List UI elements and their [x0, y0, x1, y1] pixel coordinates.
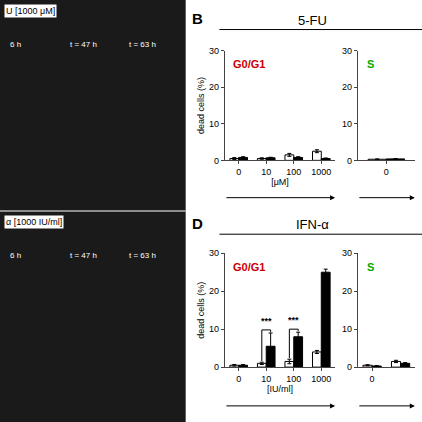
svg-text:1000: 1000: [311, 167, 331, 177]
svg-text:10: 10: [342, 119, 352, 129]
svg-text:20: 20: [209, 286, 219, 296]
svg-text:30: 30: [209, 46, 219, 56]
svg-text:t = 63 h: t = 63 h: [129, 40, 156, 49]
svg-text:[μM]: [μM]: [271, 177, 289, 187]
svg-text:20: 20: [342, 82, 352, 92]
svg-text:0: 0: [347, 362, 352, 372]
svg-text:20: 20: [209, 82, 219, 92]
svg-text:***: ***: [288, 315, 299, 325]
svg-text:IFN-α: IFN-α: [296, 217, 329, 232]
svg-text:100: 100: [286, 167, 301, 177]
svg-text:0: 0: [370, 374, 375, 384]
svg-text:0: 0: [384, 167, 389, 177]
svg-text:100: 100: [286, 374, 301, 384]
svg-text:U [1000 μM]: U [1000 μM]: [6, 6, 55, 16]
svg-text:6 h: 6 h: [10, 251, 21, 260]
svg-text:t = 47 h: t = 47 h: [70, 40, 97, 49]
svg-text:t = 47 h: t = 47 h: [70, 251, 97, 260]
svg-text:30: 30: [209, 248, 219, 258]
svg-text:10: 10: [209, 119, 219, 129]
svg-text:t = 63 h: t = 63 h: [129, 251, 156, 260]
svg-text:S: S: [367, 261, 374, 273]
svg-text:30: 30: [342, 46, 352, 56]
svg-text:dead cells (%): dead cells (%): [196, 77, 206, 134]
svg-text:S: S: [367, 58, 374, 70]
svg-text:[IU/ml]: [IU/ml]: [267, 384, 293, 394]
svg-text:1000: 1000: [311, 374, 331, 384]
svg-text:10: 10: [261, 167, 271, 177]
svg-text:20: 20: [342, 286, 352, 296]
svg-text:***: ***: [261, 316, 272, 326]
svg-text:6 h: 6 h: [10, 40, 21, 49]
svg-text:0: 0: [236, 374, 241, 384]
svg-text:G0/G1: G0/G1: [233, 261, 265, 273]
svg-text:10: 10: [342, 324, 352, 334]
svg-text:0: 0: [214, 362, 219, 372]
svg-text:10: 10: [209, 324, 219, 334]
svg-text:G0/G1: G0/G1: [233, 58, 265, 70]
svg-text:0: 0: [236, 167, 241, 177]
svg-text:0: 0: [347, 156, 352, 166]
svg-text:α [1000 IU/ml]: α [1000 IU/ml]: [6, 217, 62, 227]
svg-text:D: D: [192, 215, 203, 232]
svg-text:B: B: [192, 10, 203, 27]
svg-text:30: 30: [342, 248, 352, 258]
svg-text:0: 0: [214, 156, 219, 166]
svg-text:5-FU: 5-FU: [298, 13, 327, 28]
svg-text:dead cells (%): dead cells (%): [196, 282, 206, 339]
svg-text:10: 10: [261, 374, 271, 384]
